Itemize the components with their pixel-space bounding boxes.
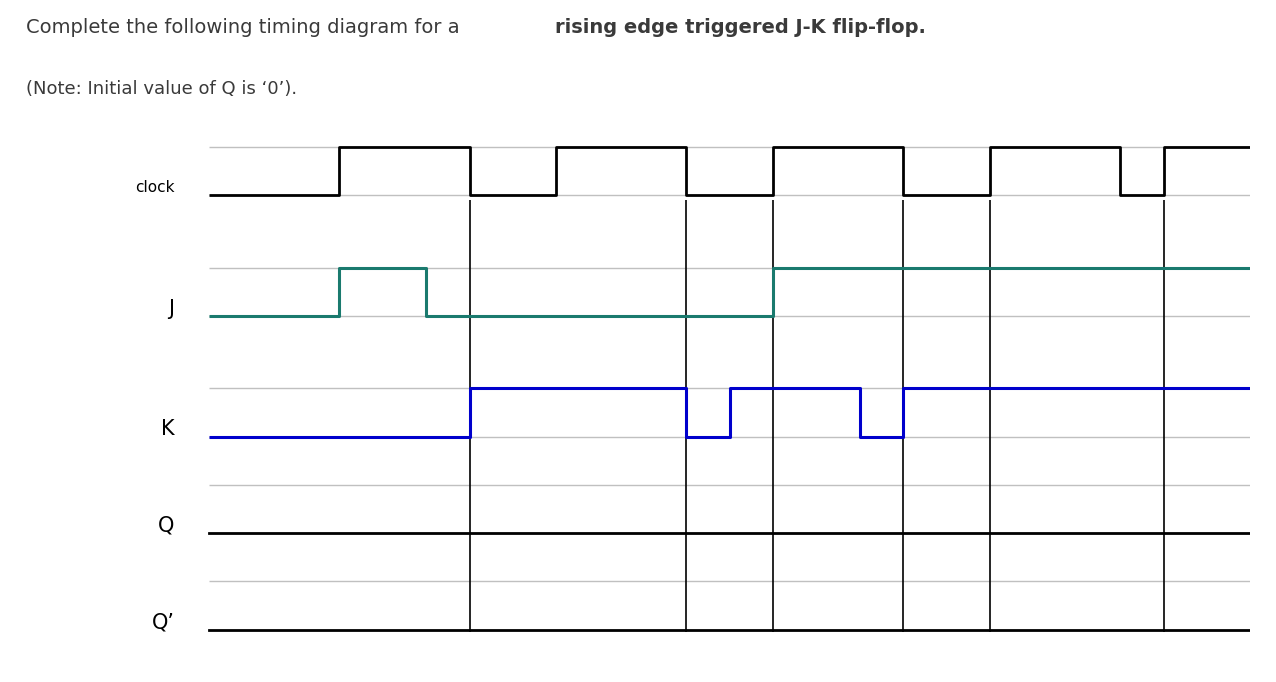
Text: (Note: Initial value of Q is ‘0’).: (Note: Initial value of Q is ‘0’).: [26, 80, 296, 98]
Text: Q: Q: [158, 516, 175, 536]
Text: Q’: Q’: [152, 612, 175, 632]
Text: rising edge triggered J-K flip-flop.: rising edge triggered J-K flip-flop.: [555, 18, 926, 38]
Text: Complete the following timing diagram for a: Complete the following timing diagram fo…: [26, 18, 466, 38]
Text: K: K: [161, 419, 175, 439]
Text: J: J: [168, 299, 175, 318]
Text: clock: clock: [135, 181, 175, 196]
